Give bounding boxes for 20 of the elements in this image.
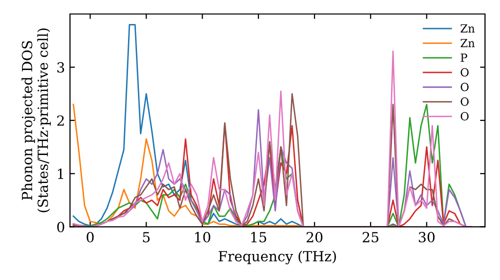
y-tick-label: 0 xyxy=(57,222,64,232)
legend-label: Zn xyxy=(460,24,475,32)
legend-label: O xyxy=(460,68,469,77)
y-tick-label: 1 xyxy=(58,168,64,179)
x-tick-label: 20 xyxy=(306,232,322,242)
x-tick-label: 25 xyxy=(362,232,378,242)
x-tick-label: 10 xyxy=(195,232,210,242)
y-axis-title: Phonon projected DOS (States/THz·primitive cell) xyxy=(22,28,51,212)
x-tick-label: 0 xyxy=(86,232,94,242)
y-tick-label: 2 xyxy=(57,115,64,126)
x-tick-label: 5 xyxy=(143,232,150,242)
x-axis-title: Frequency (THz) xyxy=(218,250,336,264)
legend-label: Zn xyxy=(460,38,475,48)
legend-label: O xyxy=(460,97,469,106)
x-tick-label: 30 xyxy=(418,232,435,242)
x-tick-label: 15 xyxy=(251,232,266,242)
legend-label: O xyxy=(460,112,469,120)
legend-label: O xyxy=(460,82,469,92)
legend-label: P xyxy=(460,54,468,62)
y-tick-label: 3 xyxy=(57,62,64,73)
